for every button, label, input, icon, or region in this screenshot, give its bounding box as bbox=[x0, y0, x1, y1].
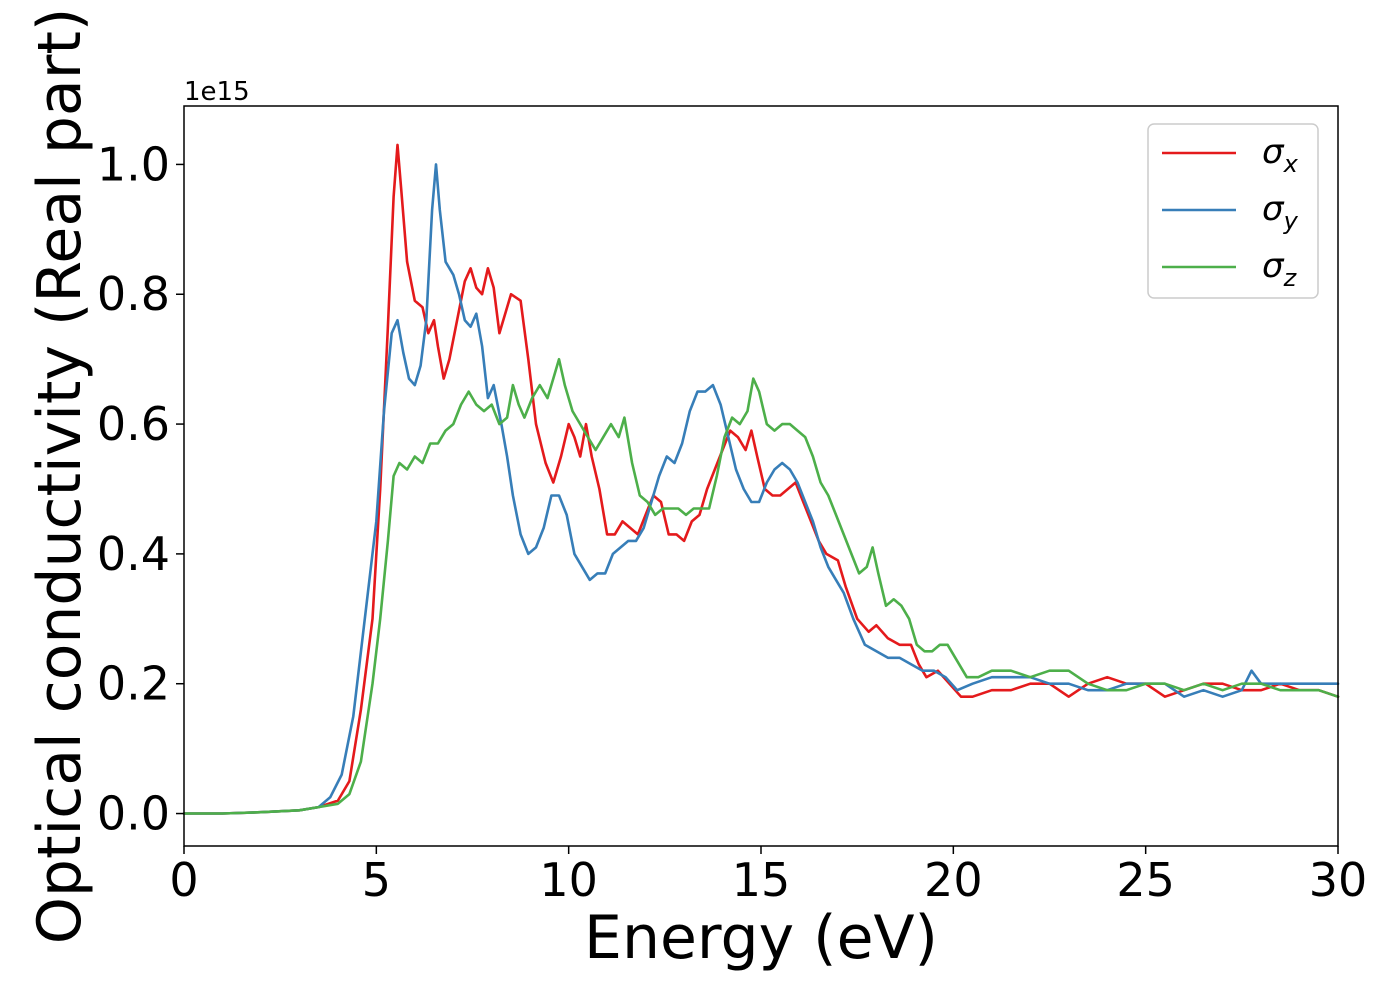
series-line-y bbox=[182, 163, 1340, 815]
y-tick-label: 0.2 bbox=[97, 657, 170, 711]
y-axis-label: Optical conductivity (Real part) bbox=[25, 8, 95, 945]
y-tick-label: 0.0 bbox=[97, 787, 170, 841]
x-tick-label: 30 bbox=[1309, 853, 1368, 907]
y-tick-label: 0.6 bbox=[97, 397, 170, 451]
y-axis-offset-label: 1e15 bbox=[184, 77, 250, 107]
x-tick-label: 5 bbox=[362, 853, 391, 907]
x-tick-label: 25 bbox=[1116, 853, 1175, 907]
x-tick-label: 0 bbox=[169, 853, 198, 907]
legend-label-subscript: z bbox=[1283, 264, 1298, 292]
x-tick-label: 20 bbox=[924, 853, 983, 907]
legend-label-z: σz bbox=[1262, 246, 1298, 292]
legend-label-x: σx bbox=[1262, 132, 1299, 178]
y-axis-ticks: 0.0 0.2 0.4 0.6 0.8 1.0 bbox=[97, 137, 184, 841]
x-axis-label: Energy (eV) bbox=[584, 903, 938, 973]
legend-label-base: σ bbox=[1262, 132, 1285, 172]
x-tick-label: 15 bbox=[732, 853, 791, 907]
series-line-z bbox=[182, 357, 1340, 815]
legend-label-subscript: y bbox=[1283, 207, 1299, 235]
x-tick-label: 10 bbox=[539, 853, 598, 907]
series-line-x bbox=[182, 143, 1340, 815]
legend-label-y: σy bbox=[1262, 189, 1299, 235]
legend-label-subscript: x bbox=[1283, 150, 1299, 178]
legend-label-base: σ bbox=[1262, 246, 1285, 286]
series-layer bbox=[182, 143, 1340, 815]
x-axis-ticks: 0 5 10 15 20 25 30 bbox=[169, 846, 1367, 907]
y-tick-label: 1.0 bbox=[97, 137, 170, 191]
y-tick-label: 0.4 bbox=[97, 527, 170, 581]
legend-label-base: σ bbox=[1262, 189, 1285, 229]
y-tick-label: 0.8 bbox=[97, 267, 170, 321]
